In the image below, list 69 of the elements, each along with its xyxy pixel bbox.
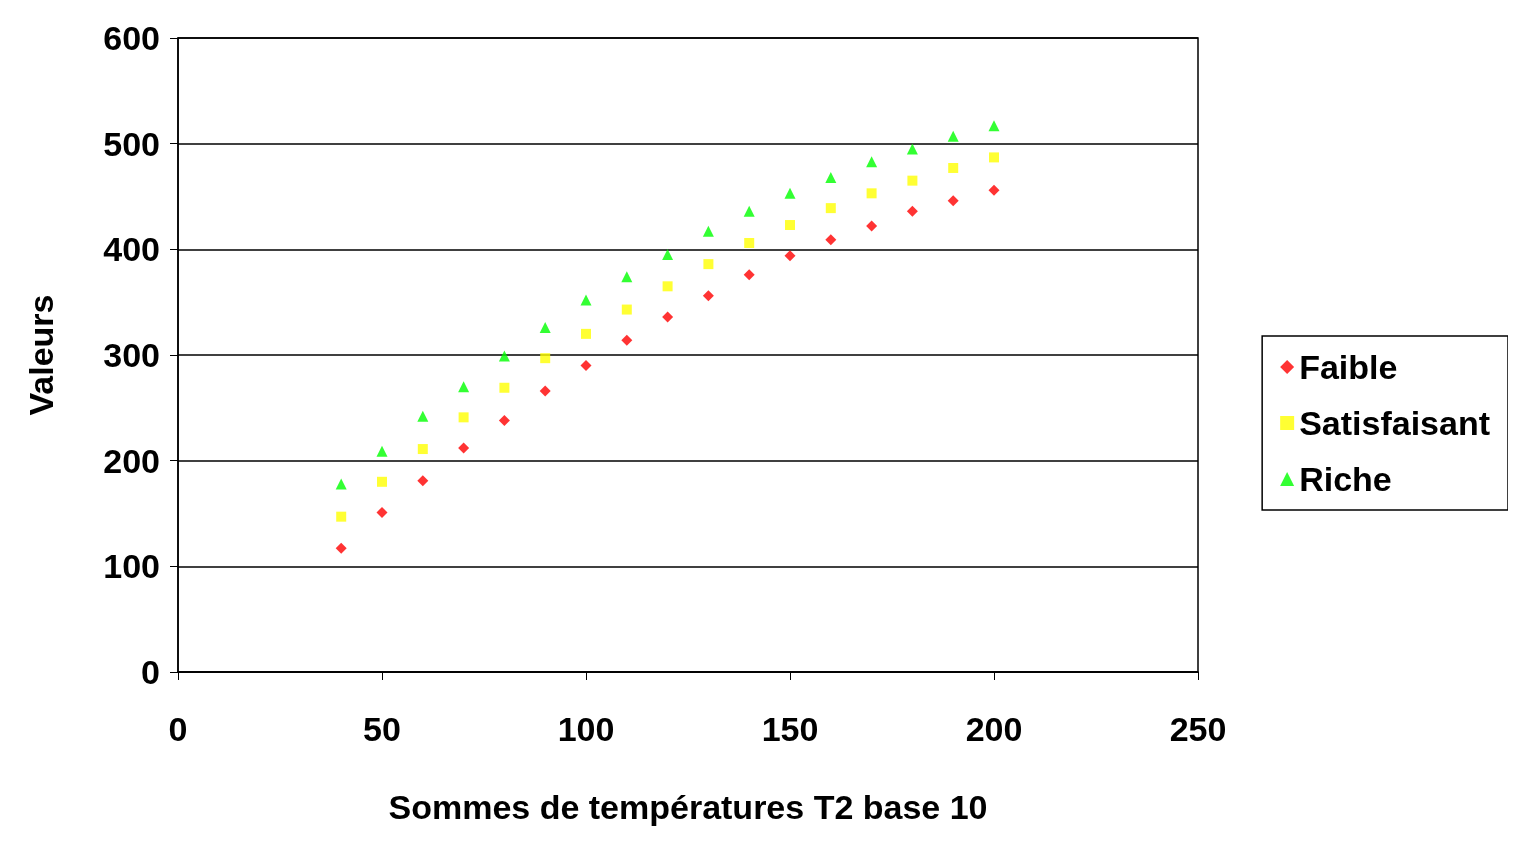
point: [621, 334, 633, 346]
x-tick-label: 250: [1169, 710, 1227, 748]
point: [948, 162, 959, 173]
point: [498, 350, 510, 362]
point: [662, 281, 673, 292]
y-tick-label: 500: [103, 124, 160, 163]
point: [988, 120, 1000, 132]
point: [540, 353, 551, 364]
point: [336, 511, 347, 522]
point: [743, 269, 755, 281]
point: [499, 382, 510, 393]
legend-label: Riche: [1299, 460, 1392, 498]
point: [906, 143, 918, 155]
point: [906, 205, 918, 217]
point: [458, 381, 470, 393]
point: [498, 415, 510, 427]
point: [621, 304, 632, 315]
x-tick-label: 100: [557, 710, 615, 748]
point: [417, 410, 429, 422]
y-tick-label: 300: [103, 336, 160, 374]
point: [703, 259, 714, 270]
x-tick-label: 0: [168, 710, 188, 748]
point: [539, 322, 551, 334]
legend-label: Satisfaisant: [1299, 404, 1491, 442]
point: [580, 294, 592, 306]
point: [784, 187, 796, 199]
point: [458, 442, 470, 454]
point: [784, 250, 796, 262]
point: [744, 237, 755, 248]
point: [621, 271, 633, 283]
point: [907, 175, 918, 186]
point: [988, 184, 1000, 196]
x-axis-title: Sommes de températures T2 base 10: [388, 788, 988, 826]
x-tick-label: 50: [363, 710, 401, 748]
point: [825, 171, 837, 183]
point: [989, 152, 999, 163]
point: [702, 290, 714, 302]
point: [377, 476, 387, 487]
y-tick-label: 0: [141, 653, 160, 691]
point: [662, 311, 674, 323]
point: [947, 195, 959, 207]
point: [825, 203, 836, 214]
point: [417, 475, 429, 487]
y-tick-label: 400: [103, 230, 160, 269]
y-axis-title: Valeurs: [22, 294, 60, 416]
point: [662, 249, 674, 261]
point: [947, 130, 959, 142]
y-tick-label: 600: [103, 19, 160, 57]
point: [335, 542, 347, 554]
y-tick-label: 200: [103, 441, 160, 480]
point: [376, 445, 388, 457]
x-tick-label: 150: [761, 710, 819, 748]
legend-label: Faible: [1299, 348, 1398, 386]
point: [335, 478, 347, 490]
y-tick-label: 100: [103, 547, 160, 586]
point: [866, 220, 878, 232]
point: [825, 234, 837, 246]
point: [866, 188, 877, 199]
x-tick-label: 200: [965, 710, 1023, 748]
point: [743, 205, 755, 217]
point: [458, 412, 469, 423]
point: [539, 385, 551, 397]
point: [581, 328, 591, 339]
point: [785, 220, 795, 231]
point: [376, 506, 388, 518]
point: [702, 225, 714, 237]
point: [580, 360, 592, 372]
point: [866, 156, 878, 168]
point: [417, 444, 428, 455]
